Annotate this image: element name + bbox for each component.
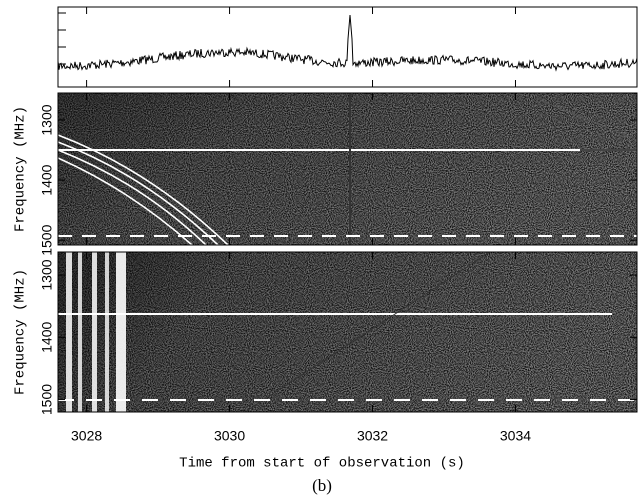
- x-tick-label: 3034: [500, 428, 531, 444]
- y-axis-label: Frequency (MHz): [13, 269, 29, 395]
- top-axis-ticks: [58, 12, 66, 65]
- caption: (b): [312, 476, 332, 495]
- x-axis-label: Time from start of observation (s): [179, 456, 465, 472]
- x-tick-label: 3032: [357, 428, 388, 444]
- y-tick-label: 1500: [39, 224, 55, 255]
- x-tick-label: 3030: [214, 428, 245, 444]
- panel-frame: [57, 251, 638, 413]
- profile-curve: [57, 14, 638, 72]
- y-tick-label: 1300: [39, 104, 55, 135]
- spectrum-image: [58, 252, 637, 412]
- panel-frame: [57, 92, 638, 246]
- x-tick-label: 3028: [71, 428, 102, 444]
- spectrum-image: [58, 93, 637, 245]
- y-tick-label: 1300: [39, 259, 55, 290]
- y-tick-label: 1500: [39, 384, 55, 415]
- y-tick-label: 1400: [39, 164, 55, 195]
- y-tick-label: 1400: [39, 322, 55, 353]
- y-axis-label: Frequency (MHz): [13, 106, 29, 232]
